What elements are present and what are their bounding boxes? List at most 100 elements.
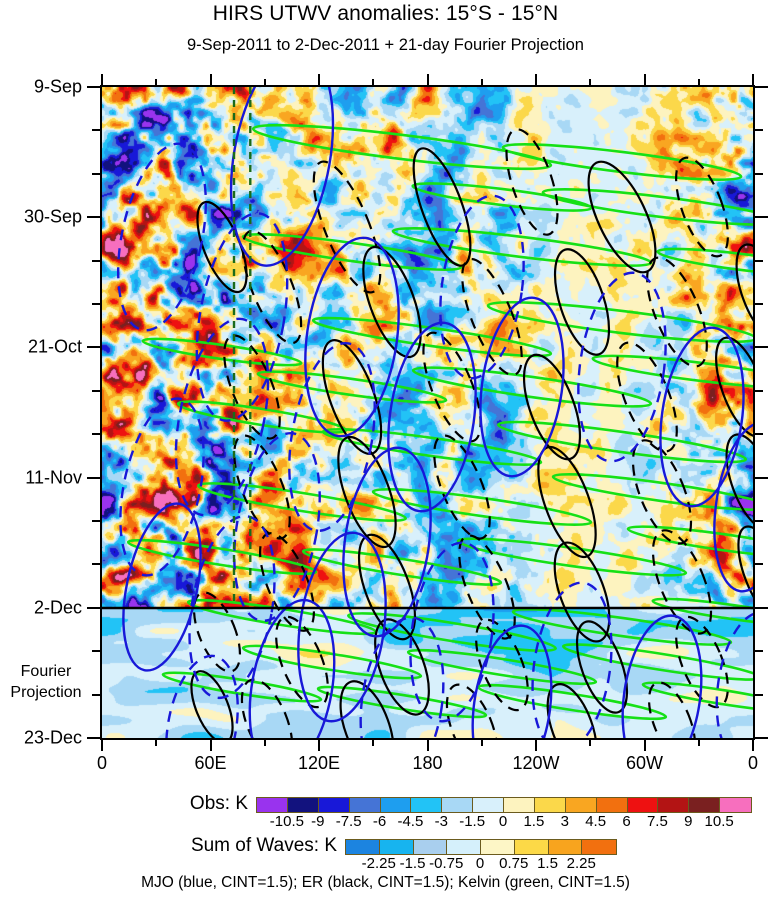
contour-ellipse	[541, 188, 753, 226]
colorbar-swatch	[689, 798, 721, 812]
contour-ellipse	[577, 271, 667, 463]
contour-ellipse	[256, 370, 448, 404]
colorbar-tick-label: -1.5	[399, 855, 426, 872]
y-axis-minor-tick	[755, 433, 763, 436]
fourier-projection-label: Fourier Projection	[6, 661, 86, 703]
contour-ellipse	[522, 353, 582, 461]
colorbar-swatch	[596, 798, 628, 812]
x-axis-minor-tick	[263, 79, 266, 85]
contour-ellipse	[190, 670, 234, 738]
fourier-label-line1: Fourier	[20, 662, 72, 680]
x-axis-major-tick	[318, 740, 320, 751]
colorbar-tick-label: -6	[372, 813, 387, 830]
y-axis-major-tick	[87, 606, 100, 609]
x-axis-major-tick	[426, 74, 429, 85]
contour-ellipse	[406, 648, 598, 686]
x-axis-tick-label: 60E	[194, 753, 227, 773]
y-axis-minor-tick	[92, 389, 100, 392]
contour-ellipse	[641, 681, 753, 713]
colorbar-swatch	[548, 840, 583, 854]
colorbar-swatch	[380, 798, 412, 812]
contour-ellipse	[357, 533, 417, 641]
contour-ellipse	[445, 683, 499, 738]
contour-ellipse	[233, 431, 321, 623]
y-axis-tick-label: 30-Sep	[23, 206, 82, 227]
contour-ellipse	[337, 435, 397, 549]
y-axis-tick-label: 9-Sep	[33, 76, 82, 97]
y-axis-minor-tick	[755, 563, 763, 566]
contour-ellipse	[316, 685, 488, 719]
contour-ellipse	[161, 671, 323, 703]
colorbar-tick-label: 1.5	[537, 855, 558, 872]
contour-ellipse	[505, 128, 559, 236]
y-axis-minor-tick	[92, 433, 100, 436]
x-axis-tick-label: 0	[96, 753, 108, 773]
y-axis-minor-tick	[92, 650, 100, 653]
colorbar-swatch	[720, 798, 751, 812]
contour-ellipse	[737, 525, 753, 619]
y-axis-tick-label: 21-Oct	[27, 336, 82, 357]
contour-ellipse	[433, 434, 491, 540]
x-axis-minor-tick	[155, 79, 158, 85]
colorbar-tick-label: -10.5	[269, 813, 304, 830]
colorbar-swatch	[413, 840, 448, 854]
contour-overlay	[102, 87, 753, 738]
contour-legend-footnote: MJO (blue, CINT=1.5); ER (black, CINT=1.…	[141, 874, 630, 891]
contour-ellipse	[456, 537, 688, 577]
contour-ellipse	[196, 482, 408, 522]
x-axis-major-tick	[209, 740, 212, 751]
contour-ellipse	[486, 300, 753, 344]
colorbar-swatch	[504, 798, 535, 812]
contour-ellipse	[241, 644, 423, 680]
contour-ellipse	[359, 616, 445, 738]
colorbar-obs-swatches	[256, 797, 752, 813]
y-axis-major-tick	[87, 737, 100, 739]
contour-ellipse	[621, 614, 703, 738]
contour-ellipse	[275, 615, 329, 709]
contour-ellipse	[458, 534, 516, 640]
contour-ellipse	[122, 502, 202, 672]
contour-ellipse	[553, 248, 611, 356]
y-axis-minor-tick	[755, 303, 763, 305]
colorbar-tick-label: -1.5	[459, 813, 486, 830]
colorbar-tick-label: -0.75	[429, 855, 464, 872]
colorbar-sum-of-waves-title: Sum of Waves: K	[190, 835, 337, 856]
x-axis-tick-label: 0	[747, 753, 759, 773]
contour-ellipse	[241, 232, 463, 272]
y-axis-major-tick	[87, 476, 100, 479]
contour-ellipse	[713, 421, 753, 593]
x-axis-tick-label: 120W	[512, 753, 560, 773]
colorbar-swatch	[627, 798, 659, 812]
colorbar-swatch	[534, 798, 566, 812]
contour-ellipse	[188, 514, 276, 700]
contour-ellipse	[631, 439, 693, 545]
contour-ellipse	[312, 160, 382, 294]
contour-ellipse	[141, 337, 303, 367]
colorbar-tick-label: -3	[434, 813, 448, 830]
colorbar-swatch	[349, 798, 381, 812]
contour-ellipse	[546, 683, 598, 738]
x-axis-minor-tick	[480, 79, 483, 85]
contour-ellipse	[346, 612, 558, 652]
contour-ellipse	[439, 194, 525, 380]
colorbar-swatch	[481, 840, 515, 854]
x-axis-tick-label: 120E	[297, 753, 341, 773]
fourier-label-line2: Projection	[10, 683, 82, 701]
contour-ellipse	[675, 156, 729, 258]
x-axis-tick-label: 60W	[625, 753, 664, 773]
contour-ellipse	[116, 142, 208, 332]
contour-ellipse	[735, 243, 753, 341]
contour-ellipse	[411, 366, 653, 408]
contour-ellipse	[119, 397, 205, 577]
contour-ellipse	[195, 212, 289, 422]
colorbar-tick-label: 3	[560, 813, 569, 830]
x-axis-major-tick	[643, 740, 646, 751]
contour-ellipse	[471, 624, 553, 738]
x-axis-major-tick	[535, 74, 537, 85]
colorbar-tick-label: 0	[498, 813, 508, 830]
colorbar-tick-label: 0	[475, 855, 485, 872]
x-axis-major-tick	[101, 74, 103, 85]
contour-ellipse	[362, 245, 422, 359]
y-axis-tick-label: 23-Dec	[23, 727, 82, 748]
